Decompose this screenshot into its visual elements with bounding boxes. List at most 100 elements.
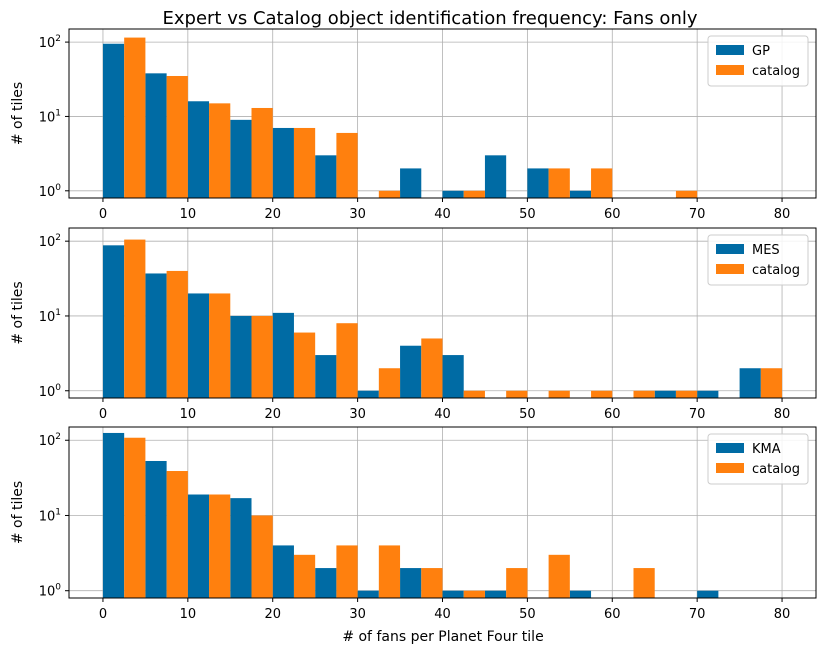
- y-tick-label: 100: [39, 383, 62, 400]
- bar-catalog: [336, 323, 358, 398]
- legend-swatch-catalog: [716, 264, 744, 274]
- x-tick-label: 70: [689, 407, 706, 422]
- bar-expert: [442, 355, 464, 398]
- panels-root: 0 10 20 30 40 50 60 70 80 100 101 102 # of tiles GP ca…: [10, 28, 817, 622]
- x-tick-label: 30: [349, 607, 366, 622]
- bar-catalog: [251, 315, 273, 398]
- bar-catalog: [124, 437, 146, 598]
- x-tick-label: 20: [264, 207, 281, 222]
- bar-catalog: [633, 568, 655, 598]
- bar-catalog: [251, 515, 273, 598]
- x-tick-label: 50: [519, 407, 536, 422]
- bar-expert: [697, 590, 719, 598]
- bar-expert: [272, 312, 294, 398]
- bar-expert: [102, 245, 125, 398]
- bar-expert: [102, 432, 125, 598]
- bar-expert: [400, 568, 422, 598]
- bar-expert: [400, 168, 422, 198]
- x-tick-label: 80: [774, 407, 791, 422]
- bar-expert: [102, 43, 125, 198]
- bar-catalog: [760, 368, 783, 398]
- bar-expert: [187, 101, 210, 198]
- x-tick-label: 10: [180, 607, 197, 622]
- y-tick-label: 101: [39, 108, 61, 125]
- x-tick-label: 40: [434, 607, 451, 622]
- bar-catalog: [421, 338, 443, 398]
- bar-catalog: [378, 190, 401, 198]
- bar-expert: [484, 590, 507, 598]
- bar-catalog: [293, 332, 316, 398]
- bar-catalog: [293, 127, 316, 198]
- bar-expert: [145, 460, 167, 598]
- x-tick-label: 20: [264, 407, 281, 422]
- bar-catalog: [293, 554, 316, 598]
- x-tick-label: 10: [180, 207, 197, 222]
- bar-catalog: [251, 107, 273, 198]
- legend: GP catalog: [707, 35, 809, 87]
- bar-expert: [484, 155, 507, 198]
- bar-expert: [272, 545, 294, 598]
- x-tick-label: 70: [689, 207, 706, 222]
- bar-catalog: [336, 545, 358, 598]
- x-tick-label: 0: [99, 607, 107, 622]
- bar-expert: [442, 590, 464, 598]
- x-tick-label: 50: [519, 607, 536, 622]
- bar-catalog: [166, 270, 188, 398]
- panel-2: 0 10 20 30 40 50 60 70 80 100 101 102 # of tiles MES c…: [10, 227, 817, 422]
- bar-catalog: [506, 568, 528, 598]
- bar-catalog: [591, 168, 613, 198]
- bar-expert: [272, 127, 294, 198]
- bar-catalog: [675, 390, 698, 398]
- legend: MES catalog: [707, 234, 809, 286]
- bar-catalog: [124, 37, 146, 198]
- bar-expert: [442, 190, 464, 198]
- bar-expert: [230, 119, 252, 198]
- bar-catalog: [463, 390, 485, 398]
- bar-catalog: [124, 239, 146, 398]
- y-tick-label: 102: [39, 34, 61, 51]
- legend-label-catalog: catalog: [752, 462, 800, 477]
- bar-catalog: [378, 545, 401, 598]
- y-tick-label: 101: [39, 308, 61, 325]
- bar-catalog: [548, 390, 570, 398]
- bar-catalog: [166, 471, 188, 598]
- y-axis-label: # of tiles: [10, 281, 26, 344]
- legend-label-catalog: catalog: [752, 64, 800, 79]
- bar-expert: [569, 590, 592, 598]
- x-tick-label: 30: [349, 407, 366, 422]
- y-tick-label: 100: [39, 583, 62, 600]
- legend-label-expert: GP: [752, 44, 770, 59]
- bar-catalog: [166, 75, 188, 198]
- bar-catalog: [336, 132, 358, 198]
- bar-expert: [697, 390, 719, 398]
- x-tick-label: 60: [604, 607, 621, 622]
- legend: KMA catalog: [707, 433, 809, 485]
- x-tick-label: 40: [434, 407, 451, 422]
- x-axis-label: # of fans per Planet Four tile: [342, 629, 543, 645]
- x-tick-label: 80: [774, 607, 791, 622]
- bar-catalog: [421, 568, 443, 598]
- legend-swatch-expert: [716, 45, 744, 55]
- panel-3: 0 10 20 30 40 50 60 70 80 100 101 102 # of tiles KMA c…: [10, 426, 817, 622]
- bar-catalog: [209, 293, 231, 398]
- legend-label-expert: MES: [752, 243, 780, 258]
- x-tick-label: 70: [689, 607, 706, 622]
- bar-catalog: [591, 390, 613, 398]
- y-tick-label: 101: [39, 507, 61, 524]
- bar-expert: [230, 315, 252, 398]
- bar-expert: [315, 568, 337, 598]
- legend-swatch-catalog: [716, 65, 744, 75]
- bar-expert: [145, 73, 167, 198]
- bar-expert: [145, 273, 167, 398]
- bar-expert: [357, 590, 379, 598]
- legend-label-expert: KMA: [752, 442, 781, 457]
- bar-expert: [187, 293, 210, 398]
- bar-catalog: [463, 190, 485, 198]
- bar-expert: [569, 190, 592, 198]
- x-tick-label: 30: [349, 207, 366, 222]
- x-tick-label: 20: [264, 607, 281, 622]
- bar-expert: [230, 498, 252, 598]
- legend-swatch-expert: [716, 244, 744, 254]
- bar-expert: [315, 355, 337, 398]
